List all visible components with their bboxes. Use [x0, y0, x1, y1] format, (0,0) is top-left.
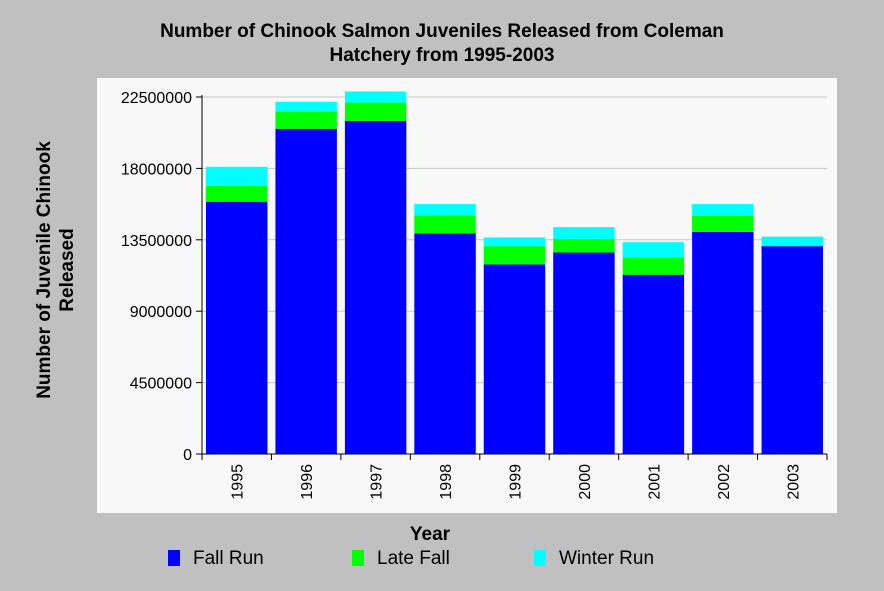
x-tick-label-2000: 2000 [577, 464, 594, 500]
y-tick-label: 4500000 [130, 376, 192, 393]
y-axis-title-line-1: Number of Juvenile Chinook [34, 141, 55, 399]
chart-title-line-2: Hatchery from 1995-2003 [329, 45, 555, 66]
y-tick-label: 18000000 [121, 161, 192, 178]
bar-winter-run-1996 [275, 101, 337, 112]
x-tick-labels: 1995 1996 1997 1998 1999 2000 2001 2002 2003 [230, 464, 803, 500]
bar-winter-run-1998 [414, 204, 476, 216]
bar-fall-run-1995 [206, 201, 268, 454]
y-tick-labels: 0 4500000 9000000 13500000 18000000 22500000 [121, 90, 192, 464]
bar-fall-run-1997 [344, 120, 407, 455]
bar-late-fall-2001 [622, 257, 685, 275]
legend-label-winter-run: Winter Run [559, 548, 655, 569]
bar-late-fall-1999 [483, 246, 546, 265]
bar-winter-run-2002 [692, 204, 754, 216]
y-axis-title-line-2: Released [57, 228, 78, 311]
x-axis-title: Year [410, 524, 451, 545]
y-tick-label: 22500000 [121, 90, 192, 107]
y-tick-label: 13500000 [121, 233, 192, 250]
legend-label-late-fall: Late Fall [377, 548, 450, 569]
bar-fall-run-1998 [414, 233, 476, 454]
x-tick-label-1996: 1996 [299, 464, 316, 500]
bar-winter-run-1999 [483, 237, 546, 247]
x-tick-label-2001: 2001 [646, 464, 663, 500]
bar-late-fall-1997 [344, 102, 407, 121]
legend-swatch-late-fall [352, 550, 364, 566]
bar-fall-run-2000 [553, 252, 615, 454]
x-tick-label-1998: 1998 [438, 464, 455, 500]
bar-late-fall-1995 [206, 185, 268, 202]
y-tick-label: 0 [183, 447, 192, 464]
axes [196, 95, 828, 460]
legend-label-fall-run: Fall Run [193, 548, 264, 569]
bar-late-fall-2000 [553, 239, 615, 253]
x-tick-label-2002: 2002 [716, 464, 733, 500]
bar-winter-run-1995 [206, 166, 268, 186]
bar-fall-run-2003 [761, 246, 823, 454]
bar-late-fall-1996 [275, 111, 337, 129]
bar-fall-run-2002 [692, 231, 754, 454]
bar-fall-run-1999 [483, 264, 546, 454]
bar-winter-run-1997 [344, 91, 407, 103]
chart-title: Number of Chinook Salmon Juveniles Relea… [0, 20, 884, 68]
legend: Fall Run Late Fall Winter Run [0, 546, 884, 574]
bars [206, 91, 823, 455]
bar-fall-run-1996 [275, 128, 337, 454]
bar-fall-run-2001 [622, 274, 685, 454]
bar-late-fall-2002 [692, 216, 754, 232]
bar-winter-run-2003 [761, 236, 823, 247]
x-tick-label-1995: 1995 [230, 464, 247, 500]
bar-winter-run-2000 [553, 227, 615, 240]
x-tick-label-1997: 1997 [369, 464, 386, 500]
legend-swatch-fall-run [168, 550, 180, 566]
legend-swatch-winter-run [534, 550, 546, 566]
x-tick-label-1999: 1999 [508, 464, 525, 500]
y-tick-label: 9000000 [130, 304, 192, 321]
x-tick-label-2003: 2003 [785, 464, 802, 500]
bar-late-fall-1998 [414, 215, 476, 234]
chart-title-line-1: Number of Chinook Salmon Juveniles Relea… [160, 21, 724, 42]
bar-winter-run-2001 [622, 242, 685, 258]
